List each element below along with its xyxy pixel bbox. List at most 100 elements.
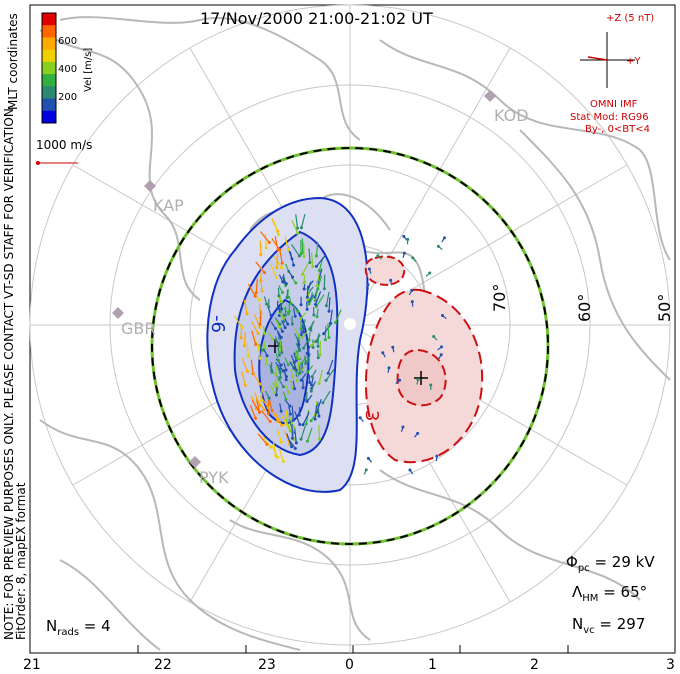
vector-origin xyxy=(324,304,328,308)
vector-origin xyxy=(280,351,284,355)
vector-origin xyxy=(266,406,270,410)
velocity-vector xyxy=(295,214,299,229)
vector-origin xyxy=(276,420,280,424)
vector-origin xyxy=(294,441,298,445)
vector-origin xyxy=(277,294,281,298)
vector-origin xyxy=(307,302,311,306)
vector-origin xyxy=(315,315,319,319)
velocity-vector xyxy=(259,310,262,325)
vector-origin xyxy=(245,370,249,374)
velocity-vector xyxy=(252,371,261,385)
velocity-vector xyxy=(259,395,269,408)
velocity-vector xyxy=(247,283,256,297)
colorbar-label: Vel [m/s] xyxy=(83,47,94,92)
vector-origin xyxy=(436,244,440,248)
imf-source: OMNI IMF xyxy=(590,99,638,110)
vector-origin xyxy=(293,447,297,451)
vector-origin xyxy=(265,362,269,366)
vector-origin xyxy=(299,378,303,382)
vector-origin xyxy=(308,380,312,384)
imf-z-label: +Z (5 nT) xyxy=(606,13,655,24)
velocity-vector xyxy=(255,398,265,411)
vector-origin xyxy=(299,333,303,337)
vector-origin xyxy=(274,276,278,280)
mlt-label-0: 0 xyxy=(345,657,354,673)
velocity-vector xyxy=(310,252,314,267)
vector-origin xyxy=(428,271,432,275)
imf-y-label: +Y xyxy=(626,56,641,67)
vector-origin xyxy=(298,423,302,427)
velocity-vector xyxy=(255,278,258,293)
vector-origin xyxy=(288,429,292,433)
vector-count: Nvc = 297 xyxy=(572,615,646,636)
vector-origin xyxy=(265,354,269,358)
scale-vector-label: 1000 m/s xyxy=(36,138,93,152)
velocity-vectors xyxy=(234,213,447,475)
vector-origin xyxy=(267,396,271,400)
vector-origin xyxy=(305,351,309,355)
mlt-label-1: 1 xyxy=(428,657,437,673)
vector-origin xyxy=(302,254,306,258)
vector-origin xyxy=(282,320,286,324)
colorbar-segment xyxy=(42,74,56,87)
vector-origin xyxy=(279,440,283,444)
vector-origin xyxy=(284,378,288,382)
vector-origin xyxy=(296,338,300,342)
velocity-vector xyxy=(300,213,306,228)
vector-origin xyxy=(280,307,284,311)
velocity-vector xyxy=(255,261,266,274)
vector-origin xyxy=(287,391,291,395)
coastlines xyxy=(39,16,671,651)
velocity-vector xyxy=(241,371,246,386)
scale-vector xyxy=(36,161,78,165)
vector-origin xyxy=(281,316,285,320)
vector-origin xyxy=(290,436,294,440)
vector-origin xyxy=(278,370,282,374)
color-bar xyxy=(41,12,57,124)
vector-origin xyxy=(304,422,308,426)
vector-origin xyxy=(316,344,320,348)
vector-origin xyxy=(302,346,306,350)
velocity-vector xyxy=(285,410,288,425)
vector-origin xyxy=(402,234,406,238)
vector-origin xyxy=(253,294,257,298)
vector-origin xyxy=(277,353,281,357)
vector-origin xyxy=(258,382,262,386)
velocity-vector xyxy=(259,277,263,292)
vector-origin xyxy=(254,291,258,295)
velocity-vector xyxy=(289,251,295,266)
velocity-vector xyxy=(250,359,254,374)
vector-origin xyxy=(314,254,318,258)
colorbar-tick-200: 200 xyxy=(58,92,78,103)
vector-origin xyxy=(243,383,247,387)
vector-origin xyxy=(277,359,281,363)
velocity-vector xyxy=(291,244,300,257)
imf-model: Stat Mod: RG96 xyxy=(570,112,649,123)
vector-origin xyxy=(304,361,308,365)
vector-origin xyxy=(312,313,316,317)
vector-origin xyxy=(305,439,309,443)
velocity-vector xyxy=(318,369,323,384)
velocity-vector xyxy=(251,330,257,345)
vector-origin xyxy=(279,409,283,413)
vector-origin xyxy=(300,336,304,340)
vector-origin xyxy=(298,371,302,375)
velocity-vector xyxy=(243,299,248,314)
vector-origin xyxy=(256,332,260,336)
vector-origin xyxy=(290,445,294,449)
colorbar-segment xyxy=(42,37,56,51)
velocity-vector xyxy=(317,275,323,290)
vector-origin xyxy=(442,236,446,240)
vector-origin xyxy=(274,372,278,376)
vector-origin xyxy=(292,360,296,364)
mlt-label-3: 3 xyxy=(666,657,675,673)
vector-origin xyxy=(307,285,311,289)
vector-origin xyxy=(306,298,310,302)
vector-origin xyxy=(289,302,293,306)
vector-origin xyxy=(296,226,300,230)
vector-origin xyxy=(280,261,284,265)
vector-origin xyxy=(290,386,294,390)
fit-order-label: FitOrder: 8, mapEX format xyxy=(14,482,28,640)
velocity-vector xyxy=(315,255,326,267)
velocity-vector xyxy=(279,249,283,264)
